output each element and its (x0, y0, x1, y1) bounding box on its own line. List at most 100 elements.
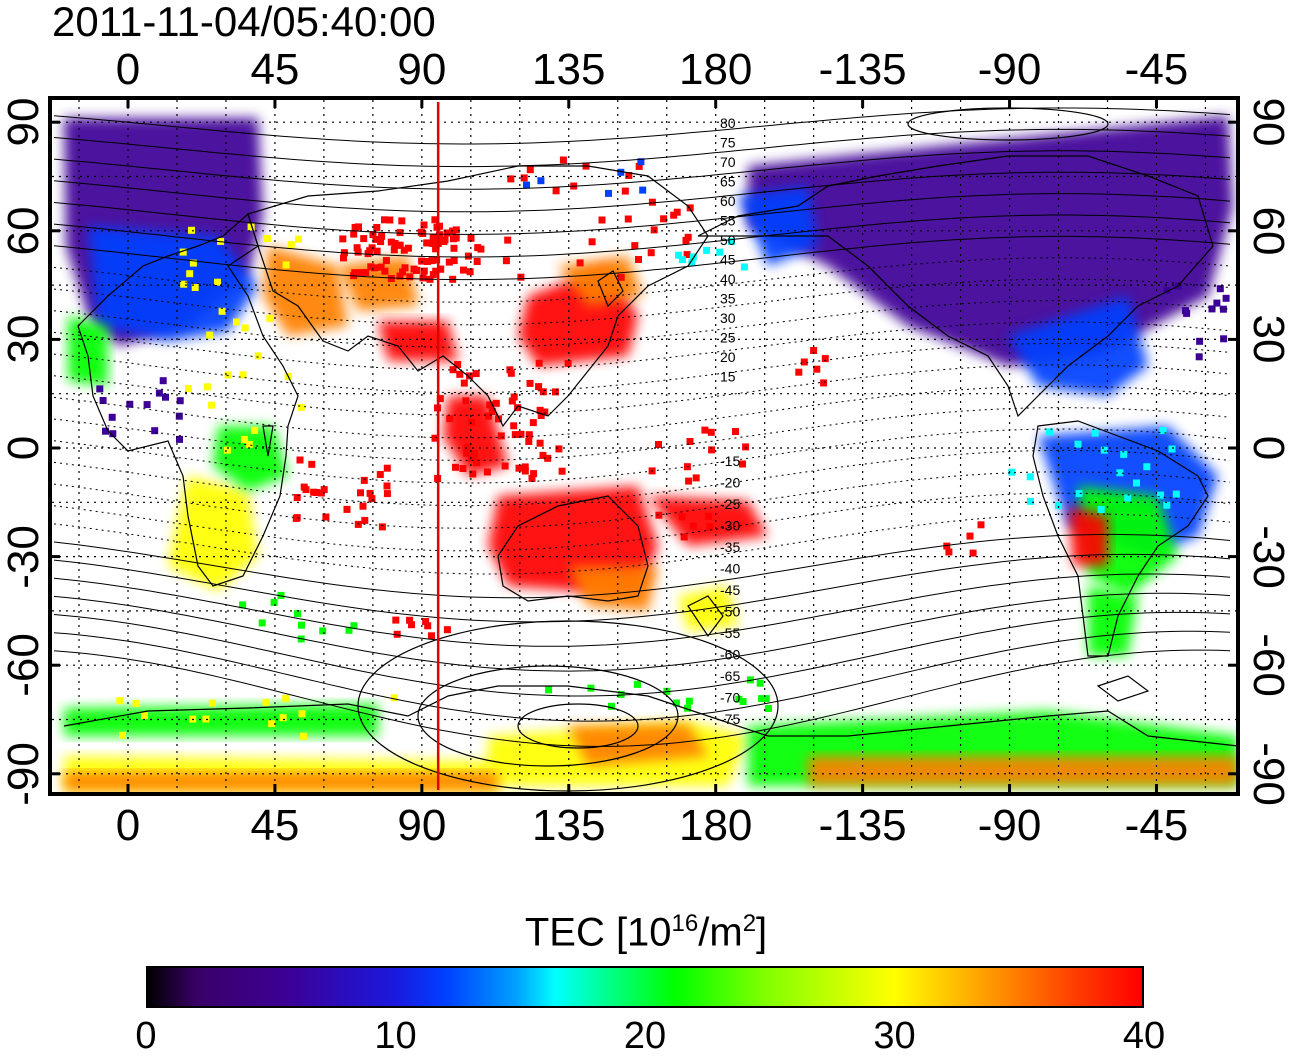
tec-cell (263, 235, 271, 242)
tec-cell (223, 446, 231, 454)
tec-cell (472, 370, 480, 378)
tec-cell (511, 431, 519, 439)
tec-cell (1157, 491, 1164, 499)
tec-region-21 (1088, 586, 1138, 656)
tec-cell (703, 246, 711, 254)
top-lon-tick-3: 135 (532, 45, 606, 94)
mlat-contour (53, 611, 1231, 697)
contour-label-north: 25 (720, 330, 736, 346)
tec-cell (406, 273, 414, 281)
coastline-3 (687, 595, 724, 638)
top-lon-tick-7: -45 (1124, 45, 1189, 94)
colorbar-tick-1: 10 (374, 1015, 417, 1057)
bottom-lon-tick-1: 45 (250, 801, 300, 850)
tec-cell (510, 422, 518, 430)
contour-label-north: 65 (720, 174, 736, 190)
tec-cell (1026, 473, 1034, 481)
tec-region-20 (1068, 506, 1108, 566)
tec-cell (437, 265, 445, 273)
tec-cell (417, 228, 425, 236)
tec-cell (206, 331, 214, 339)
tec-cell (1172, 490, 1180, 498)
tec-cell (1216, 285, 1224, 293)
tec-cell (756, 679, 764, 687)
tec-cell (354, 520, 362, 528)
mlat-contour (53, 407, 1231, 461)
tec-cell (528, 474, 536, 482)
left-lat-tick-4: -30 (0, 524, 48, 589)
coastline-6 (63, 685, 1239, 747)
colorbar-tick-2: 20 (623, 1015, 667, 1057)
tec-cell (362, 269, 370, 276)
mlat-contour (53, 649, 1231, 747)
tec-cell (368, 244, 376, 252)
tec-cell (686, 438, 694, 445)
tec-cell (404, 244, 412, 252)
left-lat-tick-2: 30 (0, 314, 48, 364)
tec-cell (462, 397, 470, 405)
tec-cell (345, 626, 353, 634)
bottom-lon-tick-4: 180 (678, 801, 753, 850)
tec-cell (180, 280, 188, 288)
tec-cell (545, 686, 553, 694)
tec-cell (368, 495, 376, 503)
tec-cell (536, 439, 544, 447)
tec-cell (483, 468, 491, 476)
tec-cell (552, 388, 559, 396)
tec-cell (251, 426, 259, 434)
tec-cell (443, 229, 451, 237)
left-lat-tick-0: 90 (0, 97, 48, 147)
mlat-ring (517, 703, 639, 749)
tec-cell (732, 428, 739, 435)
tec-cell (364, 250, 372, 258)
tec-cell (398, 217, 406, 225)
tec-cell (390, 694, 398, 702)
tec-cell (473, 258, 481, 265)
tec-cell (214, 278, 221, 286)
contour-labels: 80 75 70 65 60 55 50 45 40 35 30 25 20 15 -15 -20 -25 -30… (720, 115, 740, 727)
tec-cell (424, 622, 432, 630)
tec-cell (692, 474, 700, 482)
tec-cell (383, 482, 391, 490)
tec-cell (430, 233, 438, 241)
tec-cell (443, 626, 451, 634)
tec-region-5 (263, 246, 348, 336)
tec-cell (464, 252, 472, 260)
tec-cell (300, 732, 307, 740)
tec-cell (521, 467, 529, 475)
contour-label-north: 40 (720, 271, 736, 287)
tec-cell (758, 695, 766, 703)
tec-cell (684, 233, 692, 241)
tec-cell (1168, 445, 1176, 453)
tec-cell (287, 241, 295, 249)
tec-cell (1213, 299, 1221, 307)
tec-cell (373, 224, 381, 231)
tec-cell (466, 268, 474, 276)
tec-cell (1133, 479, 1140, 487)
tec-cell (517, 430, 525, 438)
tec-cell (185, 385, 192, 393)
tec-cell (621, 187, 629, 195)
tec-cell (1075, 490, 1083, 498)
tec-cell (800, 358, 808, 366)
map-border (48, 96, 1240, 796)
tec-cell (428, 632, 435, 640)
tec-cell (247, 223, 255, 231)
mlat-ring (357, 620, 779, 792)
top-lon-tick-2: 90 (397, 45, 447, 94)
tec-cell (366, 489, 374, 497)
mlat-contour (53, 513, 1231, 575)
mlat-ring (907, 107, 1109, 141)
tec-cell (141, 712, 148, 720)
tec-cell (428, 257, 436, 265)
coastline-2 (497, 495, 649, 602)
tec-region-27 (64, 772, 498, 791)
tec-cell (536, 406, 544, 414)
tec-cell (945, 548, 953, 556)
tec-cell (340, 254, 347, 262)
tec-cell (966, 532, 974, 540)
tec-cell (484, 412, 492, 420)
tec-cell (1124, 494, 1132, 502)
tec-cell (740, 263, 748, 271)
contour-label-south: -35 (720, 539, 740, 555)
